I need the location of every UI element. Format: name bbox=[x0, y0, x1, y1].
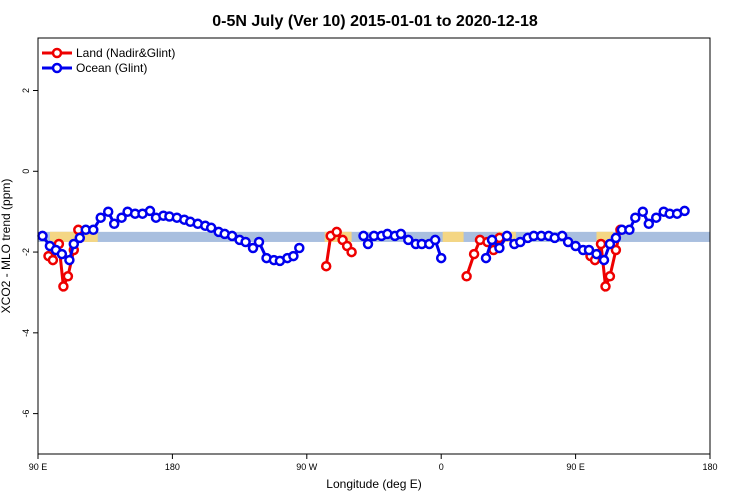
series-0-point-2-1 bbox=[468, 248, 480, 260]
x-axis: 90 E 180 90 W 0 90 E 180 bbox=[29, 454, 718, 472]
series-1-point-2-2 bbox=[494, 242, 505, 254]
series-0-point-3-3 bbox=[600, 281, 611, 292]
series-0-point-1-2 bbox=[331, 226, 342, 238]
x-tick-label-4: 90 E bbox=[566, 462, 585, 472]
series-1-point-0-31 bbox=[247, 242, 259, 254]
series-0-point-0-1 bbox=[47, 254, 59, 266]
series-1-point-0-9 bbox=[95, 212, 106, 223]
series-1-point-1-11 bbox=[429, 234, 441, 246]
series-layer bbox=[37, 205, 690, 293]
series-1-point-2-23 bbox=[637, 206, 649, 217]
series-0-point-0-3 bbox=[58, 281, 69, 292]
legend-label-0: Land (Nadir&Glint) bbox=[76, 46, 175, 60]
series-1-point-1-6 bbox=[395, 228, 407, 240]
series-1-point-2-19 bbox=[610, 232, 622, 244]
series-0-point-1-0 bbox=[320, 260, 332, 272]
series-1-point-0-38 bbox=[294, 242, 305, 254]
series-0-point-0-4 bbox=[62, 271, 74, 282]
series-1-point-1-7 bbox=[403, 234, 414, 246]
plot-frame bbox=[37, 37, 711, 455]
land-band-0 bbox=[49, 231, 98, 242]
x-tick-label-1: 180 bbox=[165, 462, 180, 472]
series-1-point-1-0 bbox=[358, 230, 369, 242]
series-1-point-2-1 bbox=[486, 234, 498, 246]
series-1-point-0-8 bbox=[88, 224, 99, 236]
series-1-point-1-12 bbox=[435, 252, 447, 264]
series-1-point-2-12 bbox=[562, 236, 574, 248]
series-1-point-2-13 bbox=[570, 240, 581, 252]
series-1-point-0-30 bbox=[240, 236, 251, 248]
y-axis-label: XCO2 - MLO trend (ppm) bbox=[0, 179, 13, 314]
series-1-point-0-10 bbox=[102, 206, 114, 217]
series-1-point-0-28 bbox=[226, 230, 238, 242]
series-0-point-3-4 bbox=[604, 271, 616, 282]
series-1-point-2-17 bbox=[598, 254, 610, 266]
series-1-point-0-16 bbox=[144, 205, 156, 217]
series-1-point-0-32 bbox=[253, 236, 265, 248]
series-1-point-2-18 bbox=[604, 238, 616, 250]
series-1-point-2-16 bbox=[591, 248, 602, 260]
series-1-point-2-3 bbox=[501, 230, 513, 242]
series-1-point-2-11 bbox=[556, 230, 568, 242]
x-tick-label-3: 0 bbox=[439, 462, 444, 472]
series-1-point-0-12 bbox=[116, 212, 127, 223]
series-1-point-0-3 bbox=[56, 248, 68, 260]
land-band-4 bbox=[596, 231, 613, 242]
series-0-point-3-5 bbox=[610, 244, 622, 256]
series-1-point-2-29 bbox=[679, 205, 690, 217]
series-1-point-2-0 bbox=[480, 252, 492, 264]
x-tick-label-0: 90 E bbox=[29, 462, 48, 472]
x-tick-label-2: 90 W bbox=[296, 462, 318, 472]
series-1-point-2-22 bbox=[630, 212, 641, 223]
series-1-point-0-0 bbox=[37, 230, 48, 242]
y-tick-label-4: -6 bbox=[21, 410, 31, 418]
chart-title: 0-5N July (Ver 10) 2015-01-01 to 2020-12… bbox=[212, 13, 538, 30]
series-1-point-2-15 bbox=[583, 244, 595, 256]
series-1-point-0-11 bbox=[108, 218, 120, 230]
series-1-point-0-25 bbox=[205, 222, 217, 234]
series-1-point-2-25 bbox=[650, 212, 662, 223]
series-1-point-0-4 bbox=[64, 254, 75, 266]
y-tick-label-2: -2 bbox=[21, 248, 31, 256]
series-1-point-2-24 bbox=[643, 218, 655, 230]
series-1-point-0-5 bbox=[68, 238, 80, 250]
legend-label-1: Ocean (Glint) bbox=[76, 61, 147, 75]
x-axis-label: Longitude (deg E) bbox=[326, 477, 421, 491]
y-tick-label-3: -4 bbox=[21, 329, 31, 337]
y-tick-label-0: 2 bbox=[21, 88, 31, 93]
series-1 bbox=[37, 205, 690, 267]
legend-marker-0 bbox=[51, 47, 63, 59]
x-tick-label-5: 180 bbox=[702, 462, 717, 472]
y-axis: 2 0 -2 -4 -6 bbox=[21, 88, 38, 418]
legend: Land (Nadir&Glint)Ocean (Glint) bbox=[42, 46, 175, 75]
series-0-point-1-5 bbox=[346, 246, 357, 258]
series-1-point-2-5 bbox=[515, 236, 526, 248]
legend-marker-1 bbox=[51, 62, 63, 74]
series-1-point-0-6 bbox=[74, 232, 86, 244]
series-1-point-0-37 bbox=[288, 250, 299, 262]
series-0-point-3-2 bbox=[595, 238, 607, 250]
land-band-2 bbox=[442, 231, 464, 242]
series-1-point-2-21 bbox=[624, 224, 635, 236]
series-0-point-2-0 bbox=[461, 271, 472, 282]
y-tick-label-1: 0 bbox=[21, 169, 31, 174]
series-1-point-1-1 bbox=[362, 238, 374, 250]
